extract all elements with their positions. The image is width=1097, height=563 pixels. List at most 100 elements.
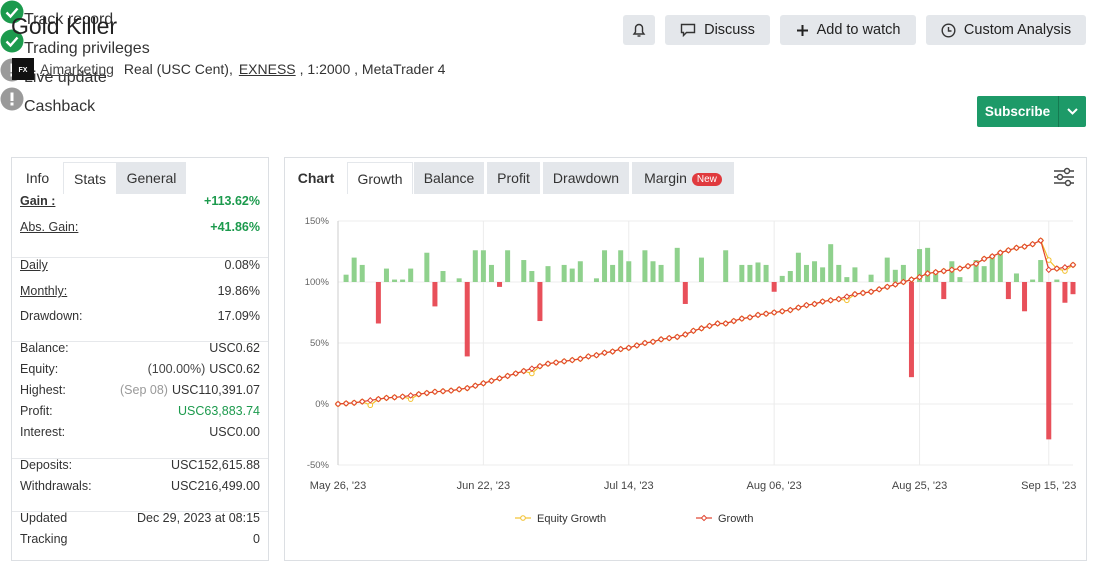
point: [819, 298, 826, 305]
point: [439, 387, 447, 395]
point: [455, 386, 463, 393]
chart: -50% 0% 50% 100% 150% May 26, '23 Jun 22, '23 J…: [305, 216, 1077, 525]
stats-tab[interactable]: Stats: [63, 162, 117, 194]
y-tick-label: 150%: [305, 216, 330, 227]
stat-value: +41.86%: [210, 220, 260, 234]
bar: [1062, 282, 1068, 303]
bar: [658, 264, 664, 282]
bar: [989, 257, 995, 282]
tab-label: Profit: [497, 170, 530, 186]
chart-tab[interactable]: Profit: [487, 162, 540, 194]
stat-note: (Sep 08): [120, 383, 168, 397]
stat-label: Daily: [20, 258, 48, 272]
stat-value-wrap: USC63,883.74: [178, 404, 260, 418]
stat-value: USC152,615.88: [171, 458, 260, 472]
stat-row: Deposits: USC152,615.88: [20, 458, 260, 472]
stat-row: Profit: USC63,883.74: [20, 404, 260, 418]
point: [795, 304, 802, 311]
stat-value-wrap: USC216,499.00: [171, 479, 260, 493]
check-icon: [0, 29, 24, 53]
stat-value-wrap: Dec 29, 2023 at 08:15: [137, 511, 260, 525]
point: [544, 360, 552, 368]
bar: [1054, 279, 1060, 282]
tab-label: Chart: [297, 170, 335, 186]
bar: [973, 260, 979, 282]
point: [585, 353, 592, 360]
analysis-button[interactable]: Custom Analysis: [926, 15, 1086, 45]
bar: [739, 264, 745, 282]
broker-link[interactable]: EXNESS: [238, 61, 296, 77]
stat-value: 17.09%: [217, 309, 260, 323]
point: [988, 253, 996, 260]
bar: [432, 282, 438, 307]
bar: [997, 251, 1003, 282]
point: [698, 325, 705, 332]
chart-tab[interactable]: Growth: [347, 162, 413, 194]
owner-link[interactable]: Aimarketing: [40, 61, 114, 77]
tab-label: Margin: [644, 170, 687, 186]
point: [706, 322, 713, 330]
watch-button[interactable]: Add to watch: [780, 15, 916, 45]
bar: [497, 282, 503, 287]
line: [337, 239, 1074, 405]
bar: [561, 264, 567, 282]
point: [924, 270, 931, 277]
badge-label: Trading privileges: [24, 40, 150, 57]
stat-value: USC0.62: [209, 362, 260, 376]
stat-value: 0: [253, 532, 260, 546]
bar: [464, 282, 470, 357]
chart-tab[interactable]: Balance: [414, 162, 484, 194]
clock-icon: [941, 22, 956, 38]
point: [730, 317, 738, 325]
settings-icon[interactable]: [1053, 166, 1075, 188]
point: [778, 307, 786, 315]
bar: [795, 252, 801, 282]
chart-tab[interactable]: Margin New: [632, 162, 734, 194]
point: [851, 290, 859, 298]
point: [682, 331, 689, 338]
subscribe-button[interactable]: Subscribe: [977, 96, 1086, 127]
chat-icon: [680, 23, 696, 37]
bar: [545, 266, 551, 282]
point: [504, 372, 511, 380]
bar: [723, 250, 729, 282]
discuss-button[interactable]: Discuss: [665, 15, 770, 45]
badge-label: Live update: [24, 69, 107, 86]
stats-tab[interactable]: Info: [25, 170, 50, 186]
bar: [844, 277, 850, 282]
notify-button[interactable]: [623, 15, 655, 45]
bar: [908, 282, 914, 378]
stat-value: USC110,391.07: [171, 383, 260, 397]
dropdown-icon: [1067, 108, 1078, 115]
bar: [820, 267, 826, 282]
point: [488, 377, 495, 385]
stat-value-wrap: 0: [253, 532, 260, 546]
point: [875, 286, 883, 293]
bar: [375, 282, 381, 324]
bar: [884, 257, 890, 282]
bar: [577, 261, 583, 282]
chart-tab[interactable]: Drawdown: [543, 162, 629, 194]
icon-check: [5, 36, 19, 48]
point: [1061, 264, 1069, 271]
stats-tab[interactable]: General: [117, 162, 186, 194]
bar: [803, 264, 809, 282]
stat-value: +113.62%: [204, 194, 260, 208]
tab-label: Growth: [357, 171, 403, 187]
point: [536, 362, 544, 370]
stats-panel: Info Stats General Gain : +113.62% Abs. Gain:…: [11, 157, 269, 561]
plus-icon: [796, 24, 808, 36]
stat-value-wrap: USC0.00: [209, 425, 260, 439]
point: [577, 355, 584, 363]
bar: [957, 277, 963, 282]
point: [916, 273, 923, 281]
stat-row: Daily 0.08%: [20, 258, 260, 272]
stat-row: Highest: (Sep 08) USC110,391.07: [20, 383, 260, 397]
bar: [755, 262, 761, 282]
stat-label: Deposits:: [20, 458, 73, 472]
stat-label: Withdrawals:: [20, 479, 92, 493]
point: [528, 365, 536, 372]
point: [472, 382, 479, 390]
stat-value-wrap: (100.00%) USC0.62: [148, 362, 260, 376]
